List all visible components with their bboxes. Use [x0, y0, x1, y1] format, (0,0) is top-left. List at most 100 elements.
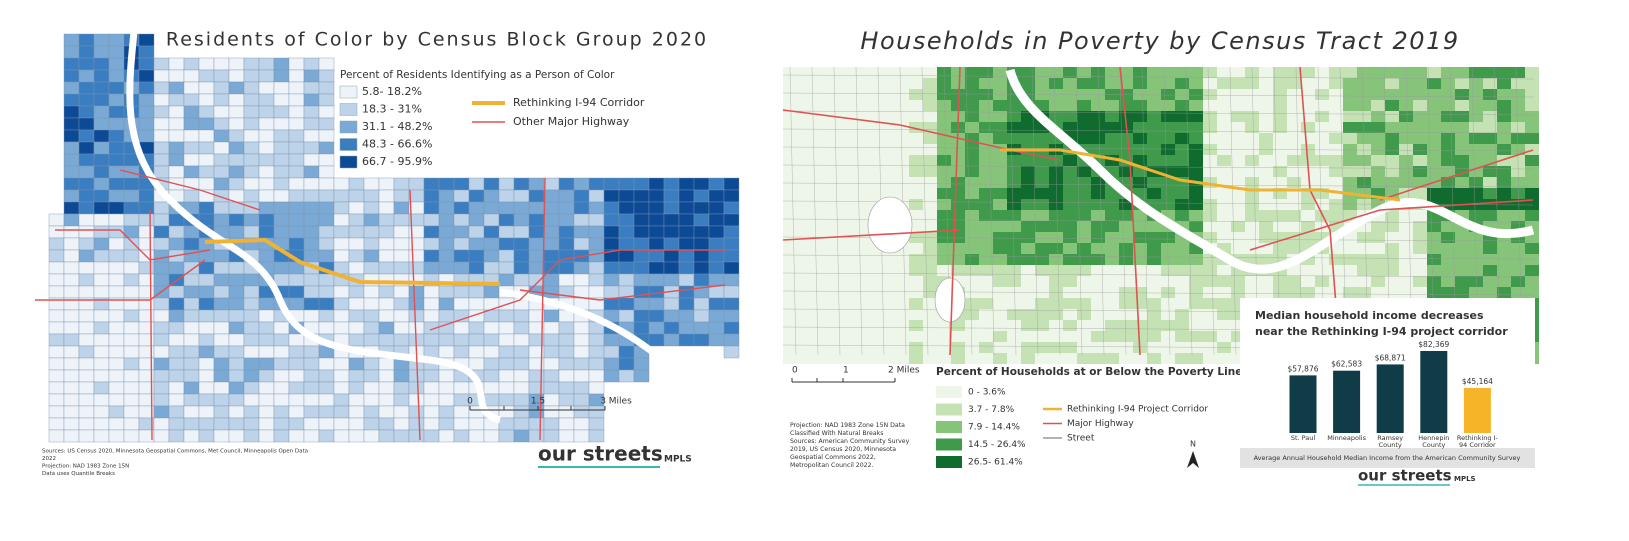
block-group	[573, 333, 590, 347]
block-group	[108, 165, 125, 179]
census-tract	[1245, 100, 1259, 111]
census-tract	[1301, 188, 1315, 199]
block-group	[123, 201, 140, 215]
census-tract	[1119, 232, 1133, 243]
block-group	[198, 177, 215, 191]
census-tract	[1175, 111, 1189, 122]
block-group	[498, 393, 515, 407]
census-tract	[1007, 298, 1021, 309]
census-tract	[1357, 67, 1371, 78]
census-tract	[1133, 276, 1147, 287]
census-tract	[1245, 155, 1259, 166]
census-tract	[853, 287, 867, 298]
census-tract	[1077, 320, 1091, 331]
block-group	[243, 213, 260, 227]
block-group	[498, 213, 515, 227]
census-tract	[1119, 320, 1133, 331]
census-tract	[1217, 177, 1231, 188]
census-tract	[965, 166, 979, 177]
block-group	[483, 285, 500, 299]
category-label: Ramsey County	[1377, 434, 1404, 449]
census-tract	[923, 276, 937, 287]
census-tract	[909, 144, 923, 155]
census-tract	[1091, 265, 1105, 276]
census-tract	[1455, 67, 1469, 78]
block-group	[258, 153, 275, 167]
block-group	[333, 321, 350, 335]
census-tract	[1497, 144, 1511, 155]
block-group	[303, 237, 320, 251]
block-group	[93, 57, 110, 71]
census-tract	[1175, 122, 1189, 133]
logo: our streets	[538, 442, 663, 466]
block-group	[93, 69, 110, 83]
legend-swatch	[339, 155, 358, 169]
census-tract	[881, 320, 895, 331]
block-group	[78, 141, 95, 155]
block-group	[423, 429, 440, 443]
census-tract	[867, 78, 881, 89]
block-group	[483, 261, 500, 275]
block-group	[63, 261, 80, 275]
census-tract	[1049, 221, 1063, 232]
census-tract	[1245, 89, 1259, 100]
block-group	[558, 357, 575, 371]
census-tract	[1399, 265, 1413, 276]
block-group	[348, 201, 365, 215]
census-tract	[937, 353, 951, 364]
block-group	[198, 345, 215, 359]
block-group	[48, 369, 65, 383]
block-group	[438, 261, 455, 275]
census-tract	[1287, 67, 1301, 78]
block-group	[453, 381, 470, 395]
block-group	[723, 189, 740, 203]
block-group	[198, 417, 215, 431]
block-group	[213, 57, 230, 71]
block-group	[348, 213, 365, 227]
census-tract	[797, 177, 811, 188]
census-tract	[1301, 210, 1315, 221]
census-tract	[797, 111, 811, 122]
census-tract	[825, 100, 839, 111]
census-tract	[1105, 166, 1119, 177]
block-group	[108, 153, 125, 167]
block-group	[183, 153, 200, 167]
block-group	[78, 33, 95, 47]
block-group	[213, 213, 230, 227]
block-group	[408, 369, 425, 383]
block-group	[303, 225, 320, 239]
census-tract	[923, 89, 937, 100]
block-group	[213, 177, 230, 191]
block-group	[153, 105, 170, 119]
census-tract	[1147, 221, 1161, 232]
census-tract	[923, 155, 937, 166]
census-tract	[1427, 254, 1441, 265]
census-tract	[965, 67, 979, 78]
census-tract	[1399, 287, 1413, 298]
census-tract	[1007, 177, 1021, 188]
block-group	[708, 285, 725, 299]
census-tract	[1105, 309, 1119, 320]
block-group	[243, 369, 260, 383]
block-group	[93, 321, 110, 335]
block-group	[558, 429, 575, 443]
census-tract	[783, 265, 797, 276]
census-tract	[1119, 287, 1133, 298]
block-group	[723, 273, 740, 287]
census-tract	[1245, 78, 1259, 89]
census-tract	[1497, 78, 1511, 89]
block-group	[348, 417, 365, 431]
block-group	[183, 345, 200, 359]
block-group	[528, 201, 545, 215]
census-tract	[1091, 353, 1105, 364]
corridor	[204, 237, 501, 286]
block-group	[48, 213, 65, 227]
block-group	[213, 201, 230, 215]
census-tract	[1105, 155, 1119, 166]
census-tract	[1245, 221, 1259, 232]
census-tract	[1049, 331, 1063, 342]
block-group	[468, 213, 485, 227]
census-tract	[1441, 232, 1455, 243]
block-group	[243, 189, 260, 203]
census-tract	[1021, 276, 1035, 287]
